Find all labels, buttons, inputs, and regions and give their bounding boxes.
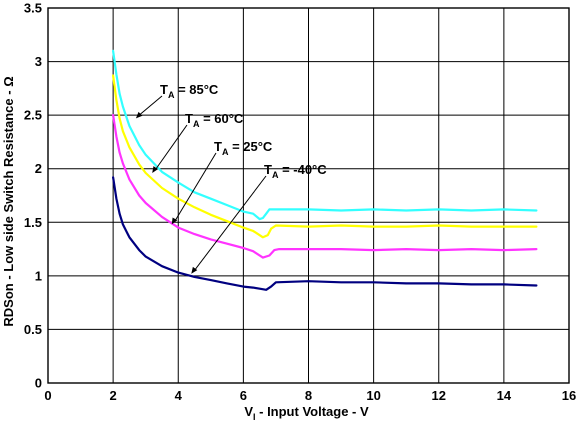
grid — [47, 7, 570, 384]
y-tick-label: 1.5 — [24, 215, 42, 230]
x-axis-title-rest: - Input Voltage - V — [256, 404, 369, 419]
x-axis-title-sub: I — [253, 412, 256, 422]
annotations: TA = 85°C TA = 60°C TA = 25°C TA = -40°C — [135, 82, 327, 274]
annotation-leader-line — [154, 124, 188, 171]
series-lines — [112, 49, 538, 291]
y-tick-label: 2.5 — [24, 108, 42, 123]
x-tick-label: 14 — [497, 388, 512, 403]
y-tick-label: 0 — [35, 376, 42, 391]
x-tick-label: 12 — [432, 388, 446, 403]
y-tick-label: 2 — [35, 161, 42, 176]
annotation-arrowhead — [152, 166, 159, 173]
x-tick-label: 8 — [305, 388, 312, 403]
annotation-label: TA = 25°C — [214, 139, 273, 157]
series-line-1 — [112, 49, 538, 221]
series-line-4 — [112, 176, 538, 291]
x-tick-labels: 0 2 4 6 8 10 12 14 16 — [44, 388, 576, 403]
annotation-arrowhead — [135, 111, 143, 119]
x-tick-label: 4 — [175, 388, 183, 403]
y-tick-label: 3.5 — [24, 1, 42, 16]
x-axis-title: VI - Input Voltage - V — [244, 404, 369, 422]
y-tick-label: 0.5 — [24, 322, 42, 337]
annotation-leader-line — [174, 152, 217, 222]
x-tick-label: 16 — [562, 388, 576, 403]
annotation-label: TA = 60°C — [185, 111, 244, 129]
x-axis-title-main: V — [244, 404, 253, 419]
annotation-leader-line — [138, 95, 163, 116]
annotation-arrowhead — [171, 217, 178, 225]
y-tick-label: 3 — [35, 54, 42, 69]
series-line-3 — [112, 114, 538, 259]
plot-frame — [47, 7, 570, 384]
annotation-leader-line — [193, 175, 267, 272]
x-tick-label: 2 — [110, 388, 117, 403]
series-line-2 — [112, 74, 538, 239]
y-axis-title: RDSon - Low side Switch Resistance - Ω — [1, 76, 16, 326]
annotation-arrowhead — [191, 266, 198, 274]
y-tick-labels: 0 0.5 1 1.5 2 2.5 3 3.5 — [24, 1, 42, 391]
annotation-label: TA = -40°C — [264, 162, 327, 180]
x-tick-label: 0 — [44, 388, 51, 403]
x-tick-label: 6 — [240, 388, 247, 403]
y-tick-label: 1 — [35, 268, 42, 283]
annotation-label: TA = 85°C — [160, 82, 219, 100]
x-tick-label: 10 — [366, 388, 380, 403]
